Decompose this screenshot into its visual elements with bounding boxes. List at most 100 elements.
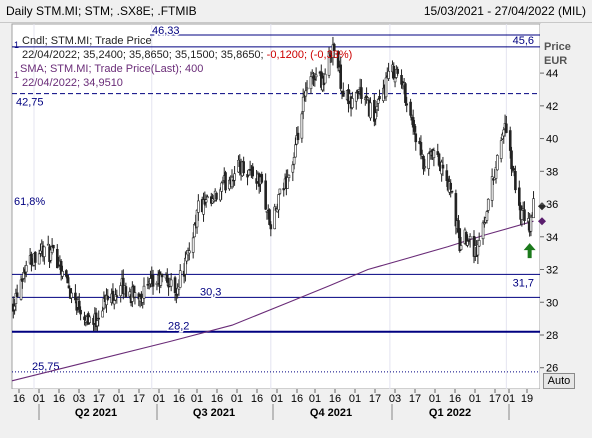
candle-body bbox=[529, 216, 533, 232]
candle-body bbox=[70, 292, 73, 299]
candle-body bbox=[52, 244, 55, 249]
candle-body bbox=[24, 265, 28, 273]
candle-body bbox=[286, 177, 289, 189]
level-label: 25,75 bbox=[32, 361, 60, 373]
candle-body bbox=[224, 172, 227, 191]
y-tick-label: 44 bbox=[546, 68, 558, 80]
candle-body bbox=[96, 320, 99, 327]
auto-scale-button[interactable]: Auto bbox=[543, 373, 575, 389]
candle-body bbox=[301, 96, 305, 112]
candle-body bbox=[149, 278, 152, 285]
candle-body bbox=[468, 236, 472, 240]
x-tick-label: 17 bbox=[409, 393, 421, 405]
candle-body bbox=[221, 180, 225, 183]
candle-body bbox=[242, 161, 245, 174]
candle-body bbox=[414, 133, 418, 143]
x-tick-label: 17 bbox=[133, 393, 145, 405]
y-tick-label: 28 bbox=[546, 330, 558, 342]
candle-body bbox=[419, 142, 423, 156]
candle-body bbox=[264, 180, 267, 210]
candle-body bbox=[339, 64, 343, 89]
candle-body bbox=[449, 182, 453, 190]
candle-body bbox=[88, 316, 91, 323]
candle-body bbox=[392, 65, 396, 80]
candle-body bbox=[77, 300, 81, 310]
candle-body bbox=[220, 182, 223, 192]
x-tick-label: 03 bbox=[73, 393, 85, 405]
candle-body bbox=[97, 317, 101, 320]
x-tick-label: 16 bbox=[329, 393, 341, 405]
x-tick-label: 16 bbox=[449, 393, 461, 405]
candle-body bbox=[146, 283, 150, 286]
candle-body bbox=[305, 87, 309, 90]
level-label: 31,7 bbox=[513, 277, 534, 289]
candle-body bbox=[94, 312, 98, 327]
candle-body bbox=[314, 74, 318, 78]
quarter-label: Q2 2021 bbox=[75, 407, 117, 419]
candle-body bbox=[332, 43, 336, 51]
candle-body bbox=[30, 254, 33, 265]
x-tick-label: 01 bbox=[113, 393, 125, 405]
y-tick-label: 34 bbox=[546, 232, 558, 244]
x-tick-label: 01 bbox=[231, 393, 243, 405]
candle-body bbox=[376, 99, 380, 104]
candle-body bbox=[269, 224, 273, 230]
candle-body bbox=[83, 316, 86, 320]
candle-ohlc-values: 22/04/2022; 35,2400; 35,8650; 35,1500; 3… bbox=[22, 49, 264, 61]
x-tick-label: 01 bbox=[349, 393, 361, 405]
x-tick-label: 16 bbox=[173, 393, 185, 405]
x-tick-label: 03 bbox=[389, 393, 401, 405]
x-tick-label: 16 bbox=[211, 393, 223, 405]
candle-body bbox=[13, 305, 16, 311]
candle-body bbox=[375, 106, 379, 111]
x-tick-label: 19 bbox=[521, 393, 533, 405]
x-tick-label: 17 bbox=[369, 393, 381, 405]
candle-body bbox=[230, 176, 234, 188]
level-label: 30,3 bbox=[200, 286, 221, 298]
candle-body bbox=[260, 174, 264, 183]
candle-body bbox=[67, 285, 71, 289]
x-axis: 16 01 16 03 17 01 17 01 16 01 16 01 16 01 16 01 16 01 17 03… bbox=[13, 389, 533, 420]
candle-body bbox=[233, 173, 236, 181]
level-label: 28,2 bbox=[168, 321, 189, 333]
sma-legend-label: SMA; STM.MI; Trade Price(Last); 400 bbox=[20, 63, 204, 75]
x-tick-label: 17 bbox=[489, 393, 501, 405]
chart-header: Daily STM.MI; STM; .SX8E; .FTMIB 15/03/2… bbox=[0, 0, 592, 23]
quarter-label: Q3 2021 bbox=[193, 407, 235, 419]
candle-body bbox=[277, 194, 280, 211]
candle-body bbox=[15, 292, 19, 298]
candle-body bbox=[387, 70, 390, 79]
candle-body bbox=[327, 52, 331, 76]
candle-body bbox=[268, 209, 271, 225]
candle-body bbox=[441, 164, 445, 169]
candle-body bbox=[300, 113, 304, 139]
candle-body bbox=[413, 124, 416, 132]
candle-body bbox=[265, 210, 269, 213]
candle-body bbox=[191, 237, 195, 253]
candle-body bbox=[405, 103, 409, 106]
candle-body bbox=[296, 132, 300, 141]
sma-legend-values: 22/04/2022; 34,9510 bbox=[22, 77, 123, 89]
candle-body bbox=[215, 192, 218, 200]
candle-body bbox=[247, 169, 251, 176]
candle-body bbox=[115, 295, 119, 297]
candle-body bbox=[61, 271, 64, 277]
candle-body bbox=[360, 87, 363, 99]
y-tick-label: 40 bbox=[546, 134, 558, 146]
candle-body bbox=[204, 199, 208, 203]
candle-body bbox=[378, 96, 381, 100]
y-tick-label: 36 bbox=[546, 199, 558, 211]
x-tick-label: 01 bbox=[271, 393, 283, 405]
candle-body bbox=[175, 294, 178, 296]
candle-body bbox=[33, 251, 37, 263]
y-tick-label: 30 bbox=[546, 297, 558, 309]
candle-body bbox=[112, 300, 116, 305]
y-tick-label: 32 bbox=[546, 265, 558, 277]
candle-body bbox=[404, 83, 407, 103]
candle-body bbox=[251, 166, 255, 177]
candle-body bbox=[396, 68, 399, 74]
candle-body bbox=[312, 75, 315, 79]
candle-body bbox=[508, 130, 512, 151]
candle-legend-values: 22/04/2022; 35,2400; 35,8650; 35,1500; 3… bbox=[22, 49, 352, 61]
